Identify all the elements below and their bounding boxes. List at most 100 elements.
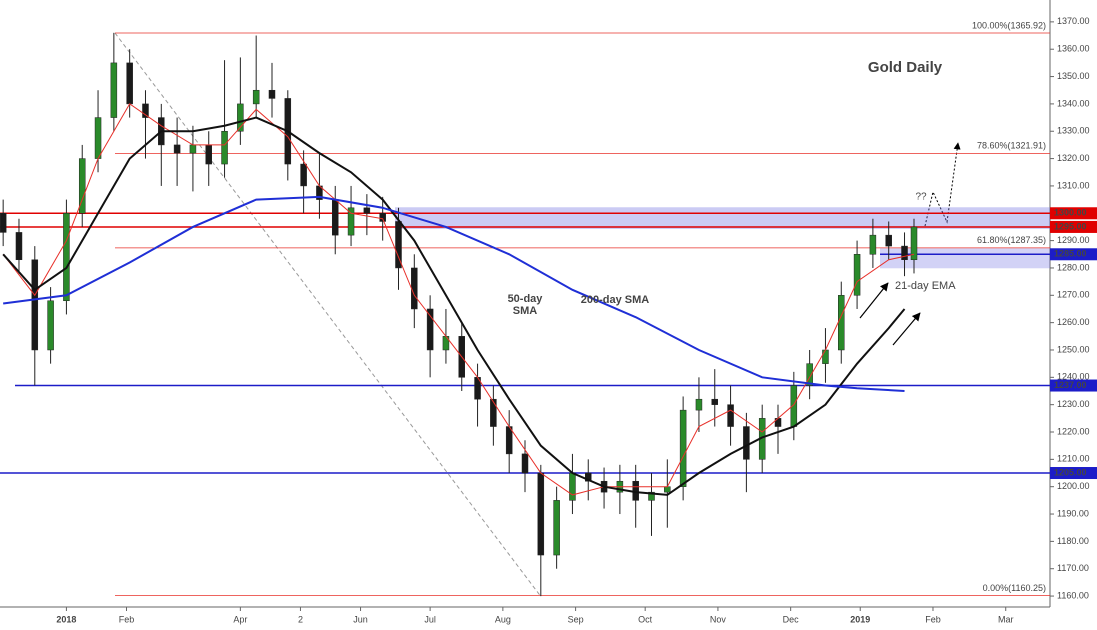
- y-tick-label: 1210.00: [1057, 454, 1090, 464]
- candle-body: [695, 398, 703, 411]
- candle-body: [347, 207, 355, 236]
- annotation: ??: [915, 192, 927, 203]
- candle-body: [94, 117, 102, 159]
- candle-body: [537, 472, 545, 556]
- fib-label: 100.00%(1365.92): [972, 20, 1046, 30]
- x-tick-label: 2018: [56, 614, 76, 624]
- y-tick-label: 1280.00: [1057, 262, 1090, 272]
- candle-body: [31, 259, 39, 351]
- y-tick-label: 1200.00: [1057, 481, 1090, 491]
- level-label: 1205.00: [1054, 467, 1087, 477]
- ma-line: [3, 195, 905, 392]
- candle-body: [648, 491, 655, 501]
- y-tick-label: 1190.00: [1057, 508, 1089, 518]
- x-tick-label: Oct: [638, 614, 653, 624]
- candle-body: [78, 158, 86, 214]
- candle-body: [300, 163, 307, 187]
- x-tick-label: Feb: [925, 614, 941, 624]
- candle-body: [221, 130, 228, 165]
- candle-body: [585, 472, 592, 482]
- x-tick-label: 2: [298, 614, 303, 624]
- candle-body: [885, 234, 892, 247]
- y-tick-label: 1260.00: [1057, 317, 1090, 327]
- x-tick-label: Dec: [783, 614, 800, 624]
- candle-body: [679, 409, 687, 487]
- y-tick-label: 1250.00: [1057, 344, 1090, 354]
- ma-line: [2, 103, 915, 496]
- candle-body: [553, 500, 560, 556]
- projection-path: [924, 142, 961, 227]
- x-tick-label: Sep: [568, 614, 584, 624]
- candle-body: [910, 226, 918, 261]
- y-tick-label: 1270.00: [1057, 290, 1090, 300]
- y-tick-label: 1180.00: [1057, 536, 1089, 546]
- candle-body: [569, 472, 576, 501]
- x-tick-label: Mar: [998, 614, 1014, 624]
- x-tick-label: Jul: [424, 614, 436, 624]
- x-tick-label: Nov: [710, 614, 727, 624]
- candle-body: [838, 295, 845, 351]
- support-zone: [880, 248, 1050, 269]
- arrow: [892, 312, 921, 346]
- x-tick-label: Feb: [119, 614, 135, 624]
- y-tick-label: 1340.00: [1057, 98, 1090, 108]
- annotation: SMA: [513, 305, 538, 317]
- level-tag: [1050, 379, 1097, 392]
- y-tick-label: 1160.00: [1057, 590, 1089, 600]
- candle-body: [806, 363, 813, 386]
- level-tag: [1050, 207, 1097, 220]
- candle-body: [126, 62, 133, 105]
- candle-body: [869, 234, 877, 255]
- y-tick-label: 1230.00: [1057, 399, 1090, 409]
- candle-body: [205, 144, 212, 165]
- candle-body: [505, 426, 513, 455]
- y-tick-label: 1170.00: [1057, 563, 1089, 573]
- arrow: [859, 282, 889, 319]
- level-label: 1237.00: [1054, 380, 1087, 390]
- y-tick-label: 1330.00: [1057, 126, 1090, 136]
- annotation: 200-day SMA: [581, 294, 650, 306]
- resistance-zone: [395, 207, 1050, 229]
- candle-body: [142, 103, 149, 118]
- level-tag: [1050, 467, 1097, 480]
- candle-body: [237, 103, 244, 132]
- fib-label: 61.80%(1287.35): [977, 235, 1046, 245]
- candle-body: [0, 213, 7, 233]
- level-label: 1285.00: [1054, 249, 1087, 259]
- x-tick-label: Aug: [495, 614, 511, 624]
- candle-body: [490, 398, 497, 427]
- x-tick-label: Apr: [233, 614, 247, 624]
- candle-body: [521, 453, 529, 474]
- candle-body: [743, 426, 750, 460]
- candle-body: [63, 213, 70, 302]
- candle-body: [173, 144, 181, 154]
- candle-body: [363, 207, 371, 214]
- candle-body: [822, 349, 829, 364]
- candle-body: [252, 89, 260, 105]
- candle-body: [331, 199, 339, 236]
- y-tick-label: 1290.00: [1057, 235, 1090, 245]
- candle-body: [47, 300, 54, 351]
- candle-body: [426, 308, 434, 351]
- candle-body: [711, 398, 719, 405]
- candle-body: [853, 254, 861, 296]
- y-tick-label: 1220.00: [1057, 426, 1090, 436]
- candle-body: [727, 404, 734, 427]
- candle-body: [15, 232, 23, 261]
- y-tick-label: 1320.00: [1057, 153, 1090, 163]
- level-tag: [1050, 220, 1097, 233]
- y-tick-label: 1350.00: [1057, 71, 1090, 81]
- level-label: 1295.00: [1054, 221, 1087, 231]
- level-tag: [1050, 248, 1097, 261]
- ma-line: [2, 116, 906, 496]
- x-tick-label: 2019: [850, 614, 870, 624]
- annotation: 50-day: [508, 293, 544, 305]
- candle-body: [189, 144, 197, 154]
- y-tick-label: 1360.00: [1057, 44, 1090, 54]
- candle-body: [664, 486, 671, 493]
- candle-body: [901, 245, 908, 261]
- candle-body: [110, 62, 118, 118]
- candle-body: [411, 267, 418, 310]
